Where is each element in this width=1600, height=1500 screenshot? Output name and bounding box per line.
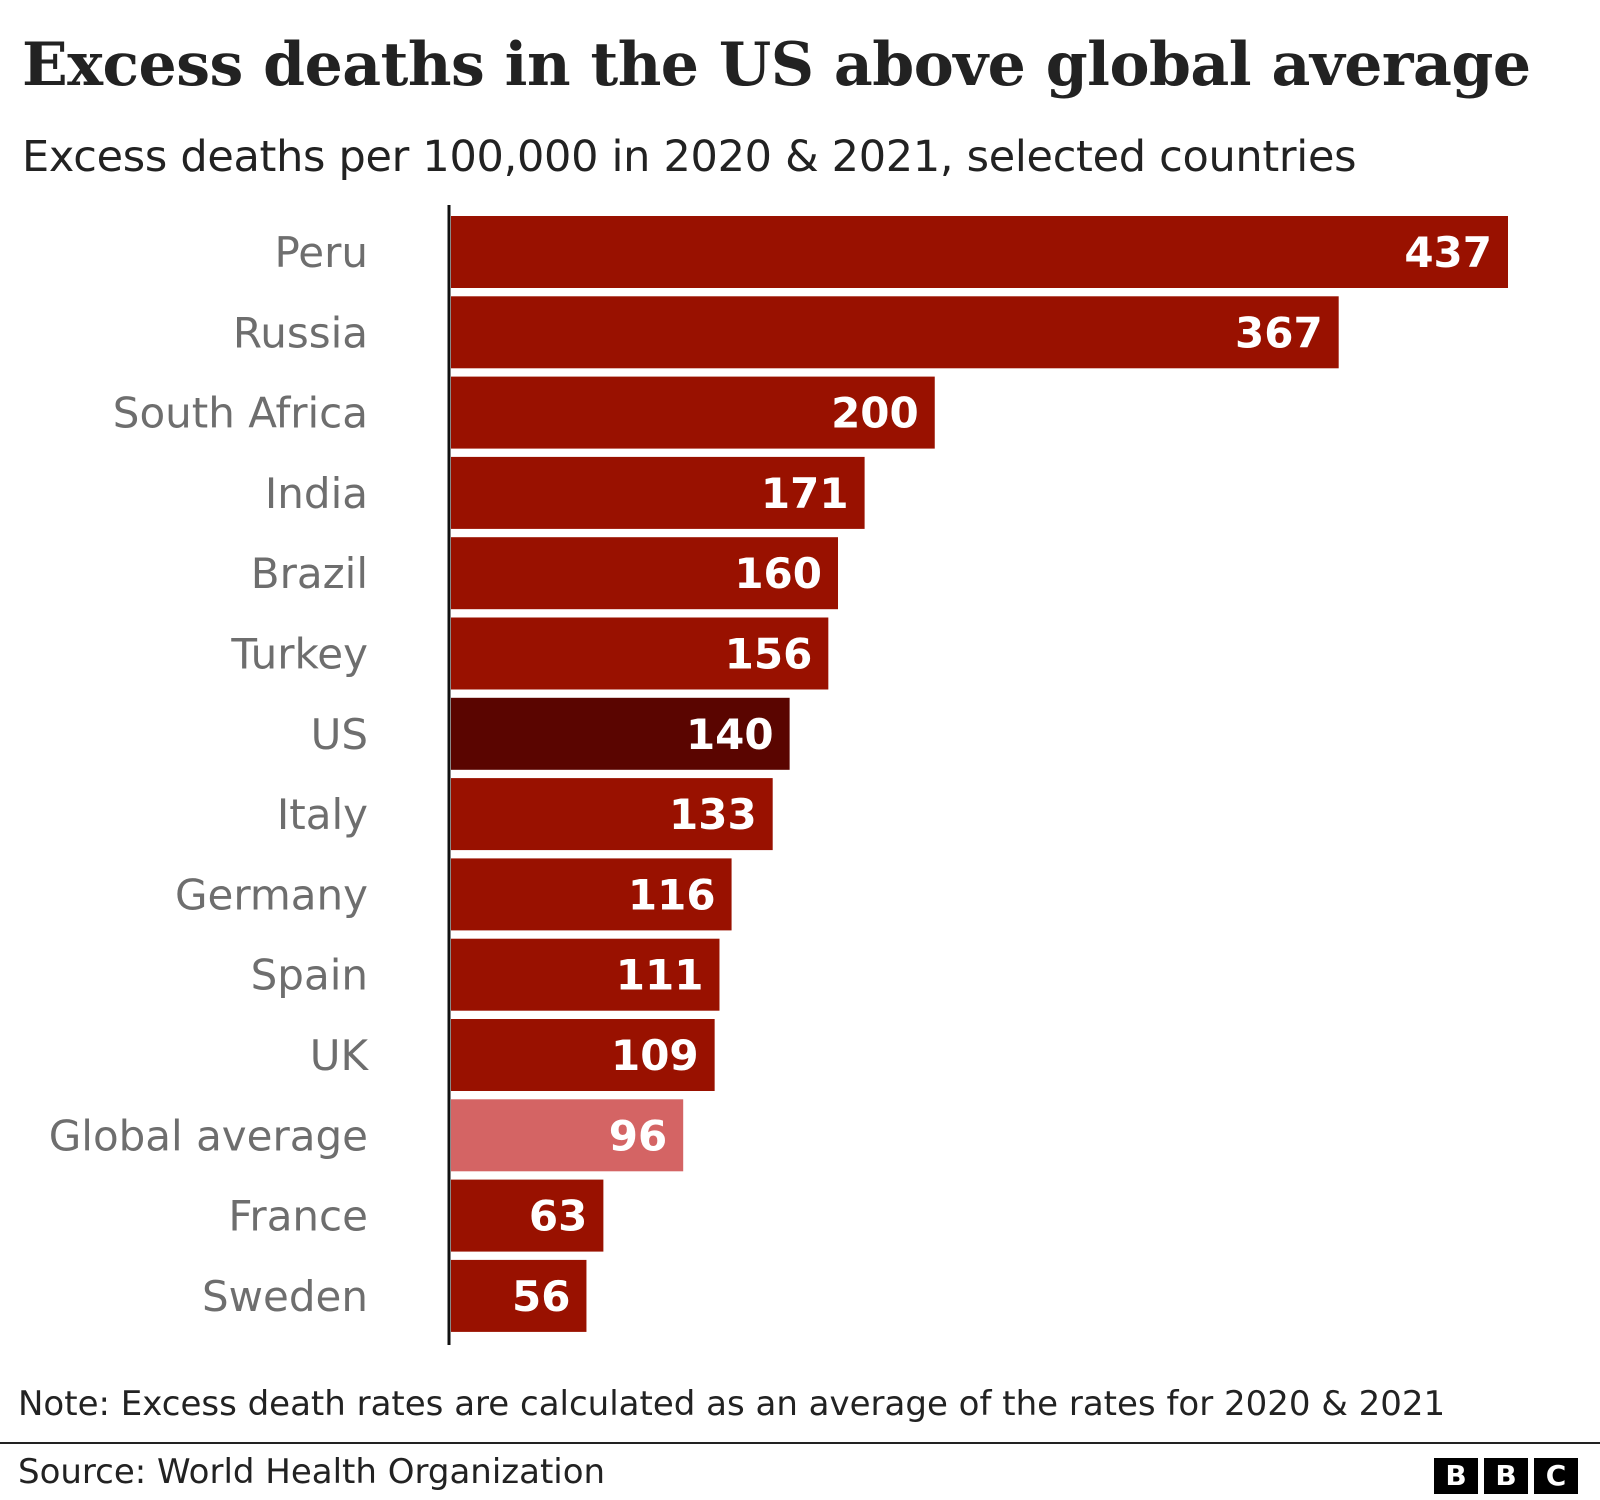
bar-turkey (451, 617, 829, 690)
bar-south-africa (451, 376, 935, 449)
value-label-germany: 116 (628, 870, 716, 919)
bar-spain (451, 938, 720, 1011)
logo-letter: B (1484, 1458, 1528, 1494)
value-label-us: 140 (686, 710, 774, 759)
category-label-global-average: Global average (49, 1111, 368, 1160)
category-label-uk: UK (310, 1031, 370, 1080)
value-label-india: 171 (761, 469, 849, 518)
value-label-italy: 133 (669, 790, 757, 839)
bar-chart: Peru 437 Russia 367 South Africa 200 India 171 B… (49, 205, 1508, 1345)
value-label-global-average: 96 (609, 1111, 667, 1160)
value-label-spain: 111 (616, 951, 704, 1000)
bar-brazil (451, 537, 839, 610)
value-label-uk: 109 (611, 1031, 699, 1080)
bar-india (451, 456, 865, 529)
chart-note: Note: Excess death rates are calculated … (18, 1384, 1446, 1424)
bar-sweden (451, 1259, 587, 1332)
value-label-russia: 367 (1235, 308, 1323, 357)
bar-italy (451, 778, 773, 851)
footer-divider (0, 1442, 1600, 1444)
value-label-south-africa: 200 (831, 389, 919, 438)
bar-france (451, 1179, 604, 1252)
chart-subtitle: Excess deaths per 100,000 in 2020 & 2021… (22, 132, 1357, 182)
bbc-logo: B B C (1434, 1458, 1578, 1494)
value-label-turkey: 156 (725, 630, 813, 679)
category-label-turkey: Turkey (230, 630, 368, 679)
category-label-spain: Spain (251, 951, 368, 1000)
category-label-brazil: Brazil (251, 549, 368, 598)
category-label-italy: Italy (277, 790, 368, 839)
source-text: Source: World Health Organization (18, 1452, 606, 1492)
category-label-peru: Peru (274, 228, 368, 277)
bar-russia (451, 296, 1339, 369)
category-label-russia: Russia (233, 308, 368, 357)
bar-germany (451, 858, 732, 931)
category-label-south-africa: South Africa (113, 389, 368, 438)
category-label-sweden: Sweden (202, 1272, 368, 1321)
category-label-india: India (265, 469, 368, 518)
bar-uk (451, 1019, 715, 1091)
category-label-germany: Germany (175, 870, 368, 919)
bar-peru (451, 216, 1508, 288)
logo-letter: C (1534, 1458, 1578, 1494)
value-label-france: 63 (529, 1192, 587, 1241)
logo-letter: B (1434, 1458, 1478, 1494)
category-label-us: US (311, 710, 368, 759)
value-label-peru: 437 (1404, 228, 1492, 277)
value-label-sweden: 56 (512, 1272, 570, 1321)
bar-us (451, 697, 790, 770)
bar-global-average (451, 1099, 684, 1172)
chart-title: Excess deaths in the US above global ave… (22, 30, 1531, 100)
category-label-france: France (228, 1192, 368, 1241)
value-label-brazil: 160 (734, 549, 822, 598)
